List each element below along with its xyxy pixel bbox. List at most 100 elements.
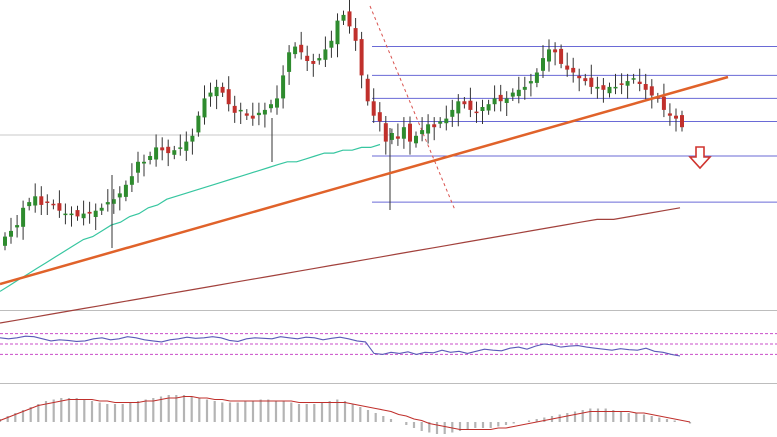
candle-body	[498, 94, 503, 102]
moving-average-slow	[0, 207, 681, 324]
candle-body	[33, 196, 38, 206]
candle-body	[408, 123, 412, 142]
candle-body	[522, 86, 527, 90]
candle-body	[287, 52, 292, 72]
support-trendline	[0, 75, 729, 286]
candle-body	[311, 61, 316, 64]
candle-body	[595, 86, 600, 89]
candle-body	[154, 147, 159, 160]
candle-body	[414, 135, 418, 144]
candle-body	[329, 40, 334, 48]
candle-body	[383, 123, 388, 142]
candle-body	[359, 39, 364, 76]
macd-signal-line	[0, 395, 691, 431]
candle-body	[468, 100, 473, 110]
candle-body	[504, 98, 509, 103]
candle-body	[450, 109, 455, 117]
candle-body	[226, 89, 231, 105]
candle-body	[129, 176, 134, 185]
candle-body	[250, 115, 255, 119]
candle-body	[202, 98, 207, 118]
candle-body	[571, 67, 576, 73]
candle-body	[21, 207, 26, 227]
candle-body	[486, 104, 491, 111]
candle-body	[305, 55, 310, 61]
candle-body	[377, 112, 382, 122]
candle-body	[142, 161, 146, 164]
candle-body	[674, 115, 678, 119]
candle-body	[589, 77, 594, 87]
candle-body	[541, 58, 545, 71]
candle-body	[45, 201, 50, 203]
candle-body	[123, 184, 128, 197]
candle-body	[420, 130, 425, 135]
candle-body	[347, 11, 352, 27]
candle-body	[661, 96, 666, 110]
candle-body	[323, 49, 328, 60]
candle-body	[553, 49, 558, 53]
candle-body	[275, 98, 279, 108]
candle-body	[565, 65, 570, 70]
candle-body	[607, 86, 612, 94]
candle-body	[93, 210, 98, 217]
candle-body	[528, 81, 533, 84]
candle-body	[492, 98, 497, 105]
candle-body	[353, 28, 358, 41]
candle-body	[148, 156, 153, 160]
candle-body	[613, 86, 618, 89]
candle-body	[238, 109, 243, 112]
candle-body	[63, 213, 68, 216]
candle-body	[680, 115, 684, 128]
candle-body	[389, 133, 394, 140]
candle-body	[480, 107, 485, 111]
candle-body	[262, 109, 267, 115]
candle-body	[438, 121, 443, 124]
candle-body	[69, 213, 74, 216]
candle-body	[214, 86, 219, 97]
candle-body	[583, 78, 588, 82]
candle-body	[625, 81, 630, 86]
candle-body	[601, 85, 606, 90]
candle-body	[232, 105, 237, 113]
candle-body	[256, 112, 261, 116]
candle-body	[105, 202, 110, 205]
candle-body	[649, 86, 654, 96]
candle-body	[474, 111, 479, 114]
candle-body	[160, 147, 165, 151]
oscillator-line	[0, 335, 681, 357]
candle-body	[516, 89, 521, 97]
candle-body	[178, 147, 183, 149]
candle-body	[51, 203, 56, 206]
candle-body	[57, 203, 62, 211]
down-arrow-icon	[688, 146, 712, 170]
candle-body	[365, 78, 370, 102]
candle-body	[117, 193, 122, 198]
moving-average-fast	[0, 143, 381, 292]
candle-body	[244, 113, 249, 116]
candle-body	[426, 124, 431, 134]
candle-body	[220, 86, 225, 93]
candle-body	[317, 58, 322, 61]
candle-body	[9, 230, 13, 237]
candle-body	[269, 104, 273, 109]
candle-body	[631, 78, 636, 80]
candle-body	[99, 207, 104, 211]
candle-body	[15, 225, 20, 228]
candle-body	[371, 101, 376, 116]
candle-body	[136, 161, 140, 173]
candle-body	[395, 136, 400, 139]
candle-body	[547, 49, 551, 62]
candle-body	[190, 135, 195, 142]
candle-body	[456, 101, 461, 114]
candle-body	[637, 81, 642, 84]
candle-body	[444, 118, 449, 124]
candle-body	[619, 83, 624, 85]
candle-body	[172, 150, 177, 155]
candle-body	[534, 72, 539, 83]
candle-body	[27, 202, 32, 207]
candle-body	[87, 211, 92, 214]
candle-body	[401, 127, 406, 139]
candle-body	[75, 210, 80, 217]
